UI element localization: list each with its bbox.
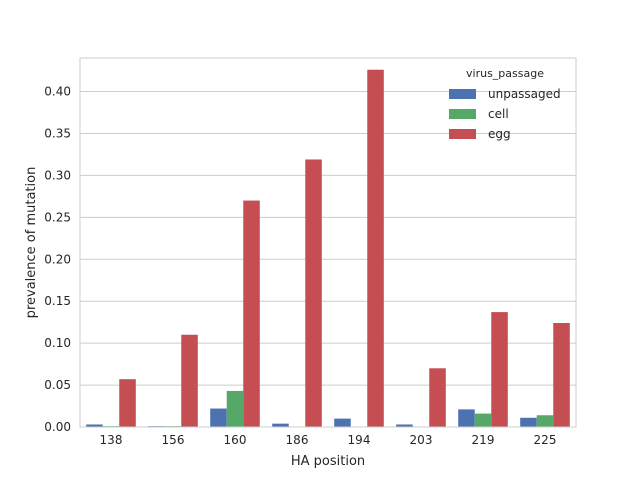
x-tick-label: 194 — [348, 433, 371, 447]
x-tick-label: 156 — [162, 433, 185, 447]
bars — [86, 69, 570, 427]
bar-egg-186 — [305, 159, 322, 427]
bar-egg-156 — [181, 334, 198, 427]
y-tick-label: 0.40 — [44, 85, 71, 99]
bar-egg-219 — [491, 312, 508, 427]
y-tick-labels: 0.00 0.05 0.10 0.15 0.20 0.25 0.30 0.35 0.40 — [44, 85, 71, 434]
plot-frame — [79, 57, 577, 428]
x-axis-label: HA position — [291, 454, 365, 469]
bar-cell-160 — [226, 390, 244, 427]
bar-egg-138 — [119, 379, 136, 427]
x-tick-labels: 138 156 160 186 194 203 219 225 — [100, 433, 557, 447]
bar-unpassaged-186 — [272, 423, 289, 427]
x-tick-label: 160 — [224, 433, 247, 447]
gridlines — [80, 91, 576, 428]
bar-egg-194 — [367, 69, 384, 427]
x-tick-label: 219 — [472, 433, 495, 447]
y-tick-label: 0.05 — [44, 378, 71, 392]
x-tick-label: 138 — [100, 433, 123, 447]
legend-title: virus_passage — [466, 67, 544, 80]
y-axis-label: prevalence of mutation — [24, 167, 39, 319]
bar-egg-225 — [553, 323, 570, 427]
y-tick-label: 0.30 — [44, 168, 71, 182]
bar-unpassaged-203 — [396, 424, 413, 427]
bar-cell-225 — [536, 415, 554, 427]
bar-unpassaged-138 — [86, 424, 103, 427]
x-tick-label: 186 — [286, 433, 309, 447]
legend-label-egg: egg — [488, 127, 511, 141]
bar-egg-203 — [429, 368, 446, 427]
bar-unpassaged-219 — [458, 409, 475, 427]
bar-unpassaged-160 — [210, 408, 227, 427]
x-tick-label: 225 — [534, 433, 557, 447]
y-tick-label: 0.10 — [44, 336, 71, 350]
y-tick-label: 0.35 — [44, 126, 71, 140]
bar-unpassaged-225 — [520, 417, 537, 427]
y-tick-label: 0.25 — [44, 210, 71, 224]
legend-swatch-unpassaged — [449, 89, 476, 99]
y-tick-label: 0.20 — [44, 252, 71, 266]
bar-egg-160 — [243, 200, 260, 427]
bar-unpassaged-194 — [334, 418, 351, 427]
bar-cell-219 — [474, 413, 492, 427]
legend-label-cell: cell — [488, 107, 509, 121]
legend-swatch-egg — [449, 129, 476, 139]
legend-swatch-cell — [449, 109, 476, 119]
x-tick-label: 203 — [410, 433, 433, 447]
y-tick-label: 0.00 — [44, 420, 71, 434]
y-tick-label: 0.15 — [44, 294, 71, 308]
legend: virus_passage unpassaged cell egg — [449, 67, 561, 141]
legend-label-unpassaged: unpassaged — [488, 87, 561, 101]
